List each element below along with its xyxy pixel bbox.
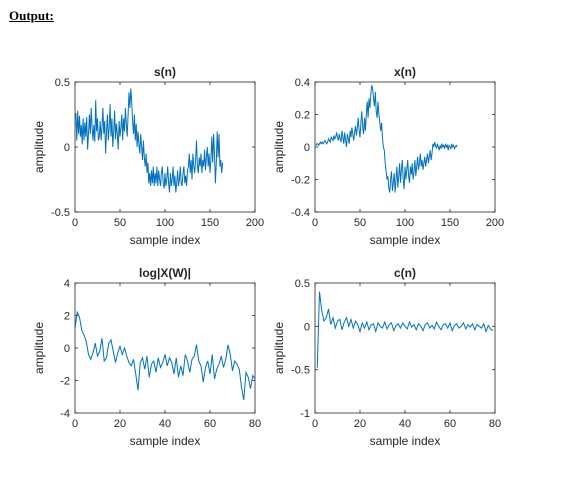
y-tick-label: 0: [304, 321, 310, 333]
y-tick-label: -0.5: [51, 207, 70, 219]
series-line: [74, 310, 256, 401]
y-tick-label: 2: [64, 311, 70, 323]
x-tick-label: 150: [441, 217, 459, 229]
x-tick-label: 40: [399, 418, 411, 430]
y-tick-label: -0.5: [291, 365, 310, 377]
x-tick-label: 200: [246, 217, 264, 229]
y-tick-label: -1: [300, 408, 310, 420]
y-tick-label: 0.5: [295, 278, 310, 290]
x-axis-label: sample index: [130, 434, 201, 448]
chart-title: s(n): [154, 65, 176, 79]
y-tick-label: -4: [60, 408, 70, 420]
x-tick-label: 50: [114, 217, 126, 229]
x-tick-label: 100: [396, 217, 414, 229]
plot-area: [314, 282, 496, 414]
x-tick-label: 60: [444, 418, 456, 430]
y-axis-label: amplitude: [32, 322, 46, 374]
x-tick-label: 0: [72, 217, 78, 229]
y-tick-label: -0.4: [291, 207, 310, 219]
x-tick-label: 100: [156, 217, 174, 229]
plot-area: [74, 81, 256, 213]
y-tick-label: 0.4: [295, 77, 310, 89]
y-tick-label: 0: [64, 343, 70, 355]
series-line: [315, 85, 458, 193]
series-line: [316, 291, 494, 368]
x-tick-label: 150: [201, 217, 219, 229]
x-tick-label: 0: [312, 217, 318, 229]
panel-cn: c(n) 0 20 40 60 80 -1 -0.5 0 0.5 sample index ampli…: [272, 266, 501, 448]
y-tick-label: 4: [64, 278, 70, 290]
y-axis-label: amplitude: [32, 121, 46, 173]
x-tick-label: 20: [354, 418, 366, 430]
x-tick-label: 20: [114, 418, 126, 430]
x-tick-label: 40: [159, 418, 171, 430]
x-axis-label: sample index: [370, 434, 441, 448]
y-tick-label: 0.2: [295, 110, 310, 122]
y-axis-label: amplitude: [272, 322, 286, 374]
x-tick-label: 200: [486, 217, 504, 229]
plot-area: [74, 282, 256, 414]
y-tick-label: 0: [304, 142, 310, 154]
x-tick-label: 80: [489, 418, 501, 430]
chart-title: c(n): [394, 266, 416, 280]
chart-title: log|X(W)|: [139, 266, 191, 280]
y-tick-label: 0: [64, 142, 70, 154]
y-tick-label: 0.5: [55, 77, 70, 89]
x-tick-label: 80: [249, 418, 261, 430]
panel-logxw: log|X(W)| 0 20 40 60 80 -4 -2 0 2 4 sample index amp…: [32, 266, 261, 448]
panel-xn: x(n) 0 50 100 150 200 -0.4 -0.2 0 0.2 0.4 sample in…: [272, 65, 504, 247]
x-tick-label: 50: [354, 217, 366, 229]
series-line: [75, 88, 224, 193]
plot-area: [314, 81, 496, 213]
x-tick-label: 0: [72, 418, 78, 430]
x-tick-label: 0: [312, 418, 318, 430]
x-axis-label: sample index: [130, 233, 201, 247]
x-axis-label: sample index: [370, 233, 441, 247]
y-axis-label: amplitude: [272, 121, 286, 173]
chart-title: x(n): [394, 65, 416, 79]
x-tick-label: 60: [204, 418, 216, 430]
output-heading: Output:: [9, 8, 54, 23]
y-tick-label: -2: [60, 376, 70, 388]
y-tick-label: -0.2: [291, 175, 310, 187]
